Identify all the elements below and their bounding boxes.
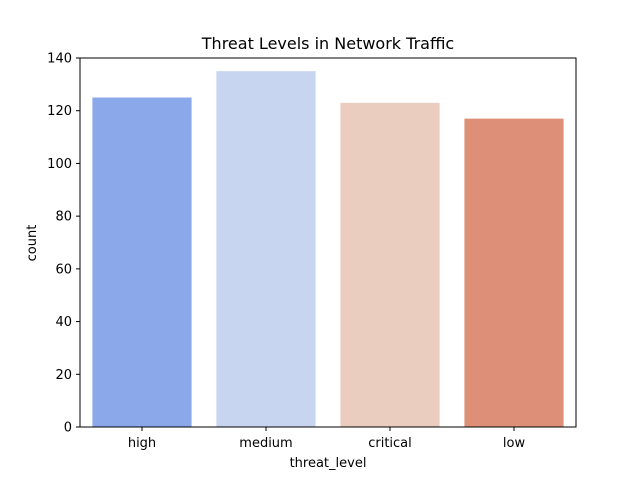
y-axis: 0 20 40 60 80 100 120 140 <box>47 52 80 436</box>
bar-critical <box>340 102 440 428</box>
bar-medium <box>216 71 316 427</box>
y-tick-label: 100 <box>47 157 72 172</box>
y-tick-label: 120 <box>47 104 72 119</box>
y-tick-label: 20 <box>55 368 72 383</box>
y-tick-label: 60 <box>55 262 72 277</box>
y-tick-label: 40 <box>55 315 72 330</box>
x-tick-label: high <box>128 436 156 451</box>
x-tick-label: critical <box>368 436 412 451</box>
bar-high <box>92 97 192 428</box>
bars-layer <box>92 71 564 428</box>
y-tick-label: 80 <box>55 210 72 225</box>
x-axis-label: threat_level <box>290 456 367 471</box>
y-axis-label: count <box>25 225 40 262</box>
plot-frame <box>79 57 577 428</box>
y-tick-label: 140 <box>47 52 72 67</box>
x-tick-label: medium <box>239 436 292 451</box>
x-axis: high medium critical low <box>128 427 526 451</box>
x-tick-label: low <box>503 436 526 451</box>
chart-title: Threat Levels in Network Traffic <box>201 34 454 53</box>
y-tick-label: 0 <box>64 421 72 436</box>
bar-low <box>464 118 564 427</box>
